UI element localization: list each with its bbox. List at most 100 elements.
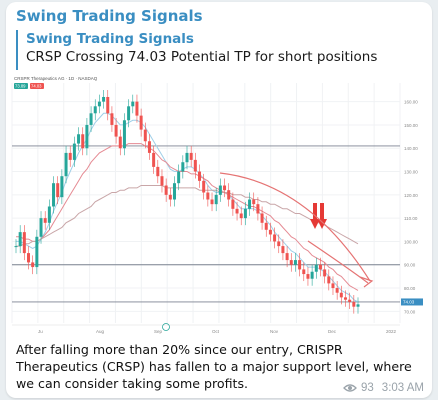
candle	[160, 176, 164, 186]
candle	[356, 304, 360, 307]
candle	[264, 222, 268, 230]
channel-lower-line	[307, 240, 369, 284]
candle	[318, 264, 322, 270]
candle	[206, 192, 210, 200]
candle	[335, 288, 339, 293]
channel-upper-line	[219, 172, 371, 282]
candle	[97, 101, 101, 107]
x-tick-label: Ju	[38, 329, 43, 334]
ma-short-line	[16, 112, 359, 303]
y-tick-label: 150.00	[404, 123, 418, 128]
candle	[47, 206, 51, 223]
signal-down-arrow	[317, 203, 327, 229]
price-badge-label: 74.03	[31, 84, 42, 89]
candle	[260, 213, 264, 223]
candle	[152, 152, 156, 167]
y-tick-label: 160.00	[404, 100, 418, 105]
candle	[352, 302, 356, 307]
candle	[248, 199, 252, 209]
ma-long-line	[16, 185, 359, 247]
y-tick-label: 130.00	[404, 170, 418, 175]
views-count: 93	[361, 382, 374, 394]
candle	[218, 185, 222, 195]
candle	[239, 213, 243, 219]
message-meta: 93 3:03 AM	[343, 382, 424, 394]
y-tick-label: 100.00	[404, 239, 418, 244]
candle	[139, 115, 143, 130]
candle	[252, 199, 256, 205]
candle	[256, 204, 260, 214]
candle	[202, 180, 206, 193]
candle	[227, 190, 231, 200]
x-tick-label: Dec	[328, 329, 337, 334]
candle	[214, 194, 218, 205]
candle	[293, 260, 297, 265]
y-tick-label: 120.00	[404, 193, 418, 198]
y-tick-label: 80.00	[404, 286, 416, 291]
candle	[268, 229, 272, 235]
candle	[323, 269, 327, 277]
candle	[168, 194, 172, 200]
ma-medium-line	[16, 143, 359, 291]
channel-arrow-head	[359, 276, 374, 288]
candle	[327, 276, 331, 284]
price-badge	[30, 83, 44, 89]
candle	[147, 141, 151, 153]
candle	[18, 232, 22, 247]
candle	[339, 292, 343, 298]
channel-name[interactable]: Swing Trading Signals	[16, 7, 203, 25]
candle	[310, 271, 314, 279]
chart-image[interactable]: 160.00 150.00 140.00 130.00 120.00 110.00 100.…	[8, 73, 430, 339]
candle	[331, 283, 335, 289]
candle	[289, 260, 293, 265]
candle	[243, 208, 247, 219]
y-tick-label: 140.00	[404, 146, 418, 151]
price-chart: 160.00 150.00 140.00 130.00 120.00 110.00 100.…	[11, 76, 423, 334]
candle	[81, 134, 85, 149]
candle	[106, 96, 110, 114]
y-tick-label: 70.00	[404, 309, 416, 314]
candle	[127, 106, 131, 121]
candle	[31, 262, 35, 268]
candle	[60, 176, 64, 198]
candle	[22, 232, 26, 254]
candle	[14, 246, 18, 248]
candle	[285, 253, 289, 261]
candle	[131, 101, 135, 107]
candle	[72, 143, 76, 160]
message-text: After falling more than 20% since our en…	[16, 342, 412, 391]
candle	[102, 96, 106, 102]
candle	[64, 152, 68, 177]
x-tick-label: Aug	[96, 329, 105, 334]
x-tick-label: Oct	[212, 329, 220, 334]
candle	[281, 246, 285, 254]
views-eye-icon	[343, 384, 357, 392]
x-tick-label: Nov	[270, 329, 279, 334]
message-bubble: Swing Trading Signals Swing Trading Sign…	[6, 2, 432, 398]
chart-logo-icon	[162, 323, 170, 331]
candle	[235, 208, 239, 214]
candle	[68, 152, 72, 160]
x-tick-label: 2022	[386, 329, 397, 334]
candle	[39, 218, 43, 237]
candle	[193, 159, 197, 172]
candle	[314, 264, 318, 272]
candle	[43, 218, 47, 223]
candle	[27, 253, 31, 263]
candle	[110, 113, 114, 125]
reply-quote[interactable]: Swing Trading Signals CRSP Crossing 74.0…	[16, 30, 420, 70]
candle	[56, 183, 60, 198]
candle	[114, 124, 118, 137]
candle	[118, 136, 122, 149]
candle	[181, 162, 185, 172]
candle	[189, 152, 193, 160]
candle	[231, 199, 235, 209]
support-badge-label: 74.03	[403, 300, 415, 305]
candle	[343, 297, 347, 300]
x-tick-label: Sep	[154, 329, 163, 334]
candle	[306, 274, 310, 279]
candle	[210, 199, 214, 205]
y-tick-label: 90.00	[404, 263, 416, 268]
candle	[52, 183, 56, 207]
candle	[122, 120, 126, 149]
